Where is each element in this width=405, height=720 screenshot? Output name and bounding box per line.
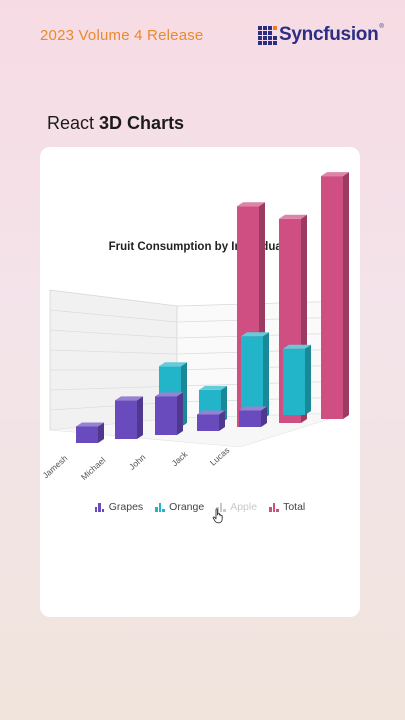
- legend-item-grapes[interactable]: Grapes: [94, 501, 144, 513]
- bar-grapes-jack: [197, 410, 225, 431]
- legend-label: Apple: [230, 501, 258, 513]
- bar-side: [98, 422, 104, 443]
- page-heading: React 3D Charts: [47, 113, 184, 134]
- hand-pointer-icon: [212, 508, 223, 524]
- legend-bar-icon: [269, 502, 279, 512]
- bar-top: [197, 410, 225, 415]
- bar-side: [343, 172, 349, 419]
- bar-top: [76, 422, 104, 427]
- bar-front: [241, 336, 263, 419]
- bar-top: [239, 406, 267, 411]
- bar-front: [197, 414, 219, 431]
- bar-side: [137, 396, 143, 439]
- legend-label: Orange: [169, 501, 205, 513]
- bar-orange-lucas: [283, 344, 311, 415]
- brand-name: Syncfusion: [279, 24, 379, 45]
- bar-total-lucas: [321, 172, 349, 419]
- legend-label: Grapes: [108, 501, 144, 513]
- category-label-jamesh: Jamesh: [41, 453, 70, 481]
- bar-front: [239, 410, 261, 427]
- bar-side: [219, 410, 225, 431]
- bar-grapes-jamesh: [76, 422, 104, 443]
- bar-front: [283, 348, 305, 415]
- bar-top: [283, 344, 311, 349]
- category-label-michael: Michael: [79, 455, 108, 482]
- legend-bar-icon: [155, 502, 165, 512]
- heading-highlight: 3D Charts: [99, 113, 185, 133]
- bar-orange-jack: [241, 332, 269, 419]
- bar-front: [155, 396, 177, 435]
- bar-top: [159, 362, 187, 367]
- bar-side: [305, 344, 311, 415]
- legend-item-total[interactable]: Total: [269, 501, 305, 513]
- bar-side: [177, 392, 183, 435]
- bar-top: [241, 332, 269, 337]
- bar-top: [115, 396, 143, 401]
- bar-side: [261, 406, 267, 427]
- category-label-jack: Jack: [170, 449, 190, 469]
- category-label-lucas: Lucas: [208, 445, 232, 468]
- release-label: 2023 Volume 4 Release: [40, 27, 204, 44]
- bar-top: [237, 202, 265, 207]
- bar-front: [321, 176, 343, 419]
- bar-front: [115, 400, 137, 439]
- legend-label: Total: [283, 501, 306, 513]
- bar-grapes-lucas: [239, 406, 267, 427]
- syncfusion-logo-icon: [258, 25, 277, 45]
- legend-bar-icon: [94, 502, 105, 512]
- bar-top: [199, 385, 227, 390]
- brand-registered-mark: ®: [379, 24, 384, 30]
- bar-top: [321, 172, 349, 177]
- category-label-john: John: [127, 452, 148, 472]
- bar-grapes-john: [155, 392, 183, 435]
- heading-prefix: React: [47, 113, 95, 133]
- bar-front: [76, 426, 98, 443]
- bar-grapes-michael: [115, 396, 143, 439]
- bar-top: [155, 392, 183, 397]
- syncfusion-logo: Syncfusion ®: [258, 24, 384, 46]
- chart-card: Fruit Consumption by Individuals Jamesh Mi…: [40, 147, 360, 617]
- bar-top: [279, 214, 307, 219]
- bar-side: [263, 332, 269, 419]
- legend-item-orange[interactable]: Orange: [155, 501, 204, 513]
- chart-legend: Grapes Orange Apple Total: [40, 501, 360, 513]
